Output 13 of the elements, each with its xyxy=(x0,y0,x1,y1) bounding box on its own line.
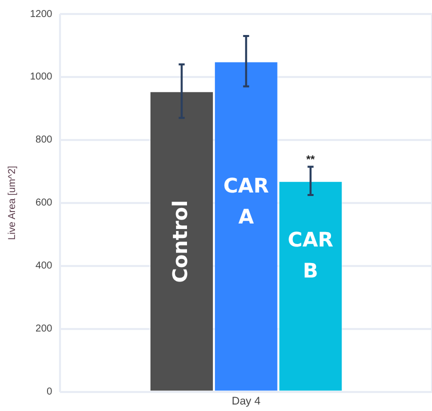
series-label: CAR B xyxy=(288,228,334,283)
y-tick-label: 1000 xyxy=(30,72,53,83)
x-tick-label: Day 4 xyxy=(232,395,260,408)
y-tick-label: 800 xyxy=(36,134,53,146)
y-axis-title: Live Area [um^2] xyxy=(6,166,18,240)
annotation: ** xyxy=(306,154,316,166)
y-tick-label: 400 xyxy=(36,260,53,272)
y-tick-label: 200 xyxy=(36,324,53,335)
series-label: Control xyxy=(168,200,192,283)
y-tick-label: 1200 xyxy=(30,8,53,20)
series-label: CAR A xyxy=(223,174,269,229)
y-tick-label: 600 xyxy=(36,198,53,209)
y-tick-label: 0 xyxy=(46,386,53,398)
